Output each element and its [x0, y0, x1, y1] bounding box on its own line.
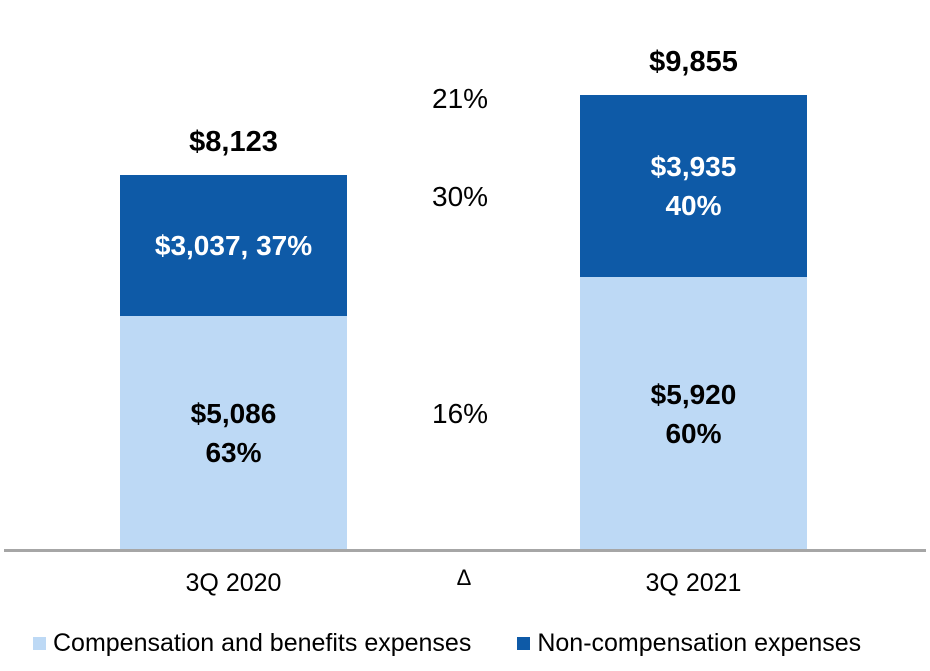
legend: Compensation and benefits expenses Non-c… [33, 629, 861, 658]
total-label-3q-2021: $9,855 [649, 46, 738, 79]
segment-noncompensation-3q-2021: $3,935 40% [580, 95, 807, 278]
legend-swatch-noncompensation-icon [517, 637, 531, 650]
delta-total-value: 21% [432, 83, 489, 114]
total-label-3q-2020: $8,123 [189, 126, 278, 159]
category-label-3q-2020: 3Q 2020 [185, 569, 282, 597]
delta-compensation-value: 16% [432, 398, 489, 429]
segment-label-noncompensation-3q-2021: $3,935 40% [650, 150, 737, 222]
bar-3q-2021: $9,855 $3,935 40% $5,920 60% [580, 46, 807, 551]
category-label-3q-2021: 3Q 2021 [645, 569, 742, 597]
legend-label-compensation: Compensation and benefits expenses [53, 629, 472, 657]
segment-compensation-3q-2021: $5,920 60% [580, 277, 807, 551]
segment-label-compensation-3q-2021: $5,920 60% [650, 378, 737, 450]
x-axis-line [4, 549, 926, 552]
segment-label-noncompensation-3q-2020: $3,037, 37% [154, 229, 313, 261]
legend-swatch-compensation-icon [33, 637, 46, 650]
segment-noncompensation-3q-2020: $3,037, 37% [120, 175, 347, 316]
delta-column-header: Δ [456, 565, 472, 590]
segment-compensation-3q-2020: $5,086 63% [120, 315, 347, 551]
legend-label-noncompensation: Non-compensation expenses [537, 629, 862, 657]
legend-item-noncompensation: Non-compensation expenses [517, 629, 861, 658]
bar-3q-2020: $8,123 $3,037, 37% $5,086 63% [120, 126, 347, 551]
delta-noncompensation-value: 30% [432, 181, 489, 212]
segment-label-compensation-3q-2020: $5,086 63% [190, 398, 277, 469]
legend-item-compensation: Compensation and benefits expenses [33, 629, 471, 658]
